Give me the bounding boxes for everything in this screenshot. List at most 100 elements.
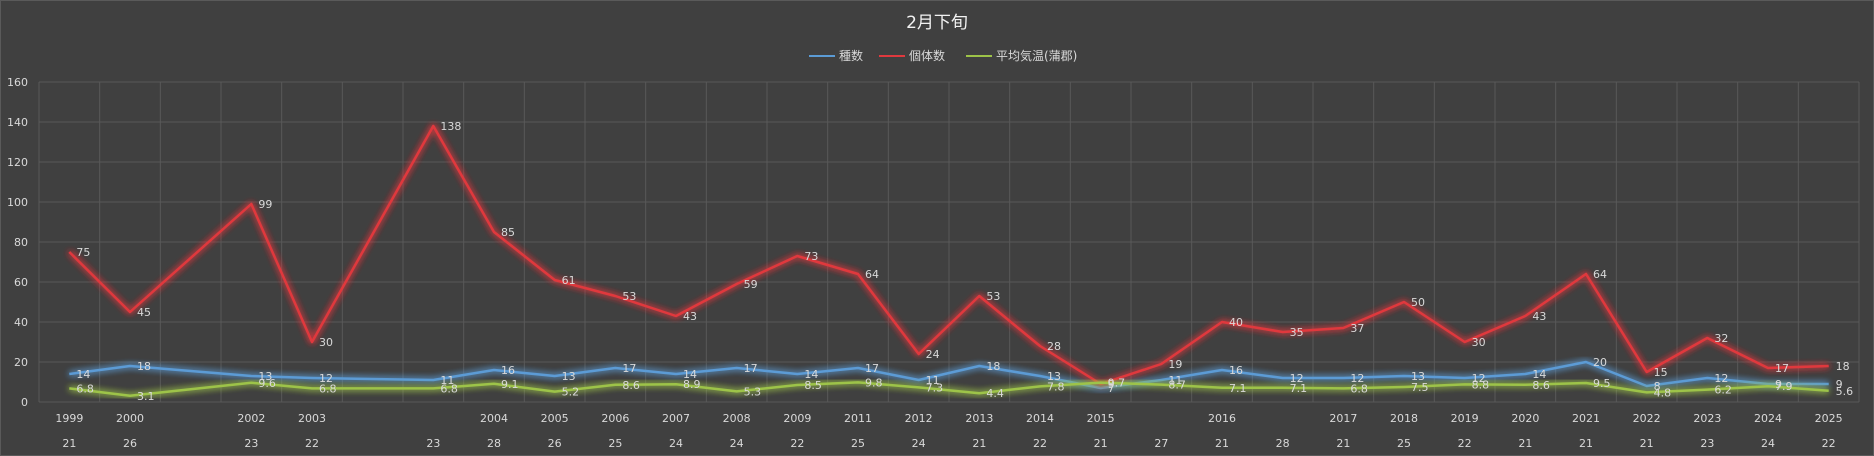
data-label-series-3: 6.8 [440,382,458,395]
x-tick-year: 2002 [237,412,265,425]
y-tick-label: 140 [7,116,28,129]
data-label-series-3: 8.9 [683,378,701,391]
x-tick-day: 23 [426,437,440,450]
x-tick-day: 21 [1518,437,1532,450]
data-label-series-2: 53 [986,290,1000,303]
data-label-series-3: 5.2 [562,386,580,399]
data-label-series-1: 17 [744,362,758,375]
data-label-series-3: 9.5 [1593,377,1611,390]
x-tick-day: 28 [1276,437,1290,450]
x-tick-day: 21 [1215,437,1229,450]
x-tick-year: 2013 [965,412,993,425]
data-label-series-1: 16 [501,364,515,377]
data-label-series-1: 14 [76,368,90,381]
data-label-series-2: 64 [1593,268,1607,281]
data-label-series-2: 138 [440,120,461,133]
y-tick-label: 40 [14,316,28,329]
data-label-series-2: 9 [1108,378,1115,391]
data-label-series-3: 8.6 [1532,379,1550,392]
x-tick-year: 2009 [783,412,811,425]
x-tick-day: 22 [1458,437,1472,450]
x-tick-year: 2022 [1633,412,1661,425]
data-label-series-1: 11 [926,374,940,387]
data-label-series-3: 7.9 [1775,380,1793,393]
data-label-series-3: 9.1 [501,378,519,391]
data-label-series-2: 43 [1532,310,1546,323]
data-label-series-1: 7 [1108,382,1115,395]
data-label-series-2: 64 [865,268,879,281]
data-label-series-3: 7.5 [1411,381,1429,394]
data-label-series-3: 4.4 [986,387,1004,400]
data-label-series-3: 5.3 [744,385,762,398]
data-label-series-1: 12 [1472,372,1486,385]
data-label-series-2: 24 [926,348,940,361]
data-label-series-1: 20 [1593,356,1607,369]
x-tick-year: 2012 [905,412,933,425]
x-tick-year: 2015 [1087,412,1115,425]
chart-title: 2月下旬 [906,13,968,33]
data-label-series-3: 3.1 [137,390,155,403]
y-tick-label: 20 [14,356,28,369]
x-tick-day: 26 [123,437,137,450]
data-label-series-2: 32 [1714,332,1728,345]
x-tick-year: 1999 [55,412,83,425]
data-label-series-3: 8.7 [1168,379,1186,392]
x-axis: 1999 21 2000 26 2002 23 2003 22 23 2004 28 2005 26 20… [55,412,1842,450]
data-label-series-2: 18 [1836,360,1850,373]
legend-label: 個体数 [909,48,945,63]
data-label-series-2: 40 [1229,316,1243,329]
data-label-series-2: 43 [683,310,697,323]
data-label-series-2: 99 [258,198,272,211]
data-label-series-2: 61 [562,274,576,287]
data-label-series-1: 12 [1350,372,1364,385]
data-label-series-1: 13 [258,370,272,383]
data-label-series-3: 8.8 [1472,378,1490,391]
data-labels: 14 18 13 12 11 16 13 17 14 17 14 17 11 18 13 7 11 16 12 12 1… [76,120,1853,403]
y-tick-label: 100 [7,196,28,209]
data-label-series-1: 12 [319,372,333,385]
x-tick-year: 2020 [1511,412,1539,425]
y-tick-label: 80 [14,236,28,249]
x-tick-year: 2025 [1815,412,1843,425]
data-label-series-3: 7.1 [1229,382,1247,395]
x-tick-year: 2017 [1329,412,1357,425]
chart-legend: 種数 個体数 平均気温(蒲郡) [809,48,1077,63]
data-label-series-2: 15 [1654,366,1668,379]
x-tick-year: 2008 [723,412,751,425]
x-tick-day: 21 [1094,437,1108,450]
x-tick-day: 26 [548,437,562,450]
x-tick-day: 24 [1761,437,1775,450]
data-label-series-1: 13 [1411,370,1425,383]
data-label-series-1: 13 [1047,370,1061,383]
data-label-series-1: 9 [1775,378,1782,391]
x-tick-day: 23 [244,437,258,450]
data-label-series-3: 8.5 [804,379,822,392]
data-label-series-2: 35 [1290,326,1304,339]
x-tick-day: 21 [972,437,986,450]
data-label-series-2: 17 [1775,362,1789,375]
series-line-1 [69,360,1829,390]
data-label-series-2: 28 [1047,340,1061,353]
x-tick-year: 2024 [1754,412,1782,425]
x-tick-year: 2016 [1208,412,1236,425]
x-tick-year: 2006 [601,412,629,425]
data-label-series-1: 8 [1654,380,1661,393]
x-tick-year: 2000 [116,412,144,425]
x-tick-year: 2014 [1026,412,1054,425]
data-label-series-3: 7.1 [1290,382,1308,395]
x-tick-year: 2005 [541,412,569,425]
data-label-series-1: 18 [986,360,1000,373]
x-tick-day: 24 [730,437,744,450]
data-label-series-1: 9 [1836,378,1843,391]
y-tick-label: 60 [14,276,28,289]
x-tick-day: 21 [1579,437,1593,450]
data-label-series-3: 9.6 [258,377,276,390]
x-tick-day: 23 [1700,437,1714,450]
data-label-series-3: 4.8 [1654,386,1672,399]
x-tick-day: 21 [1640,437,1654,450]
x-tick-year: 2011 [844,412,872,425]
data-label-series-2: 30 [319,336,333,349]
x-tick-day: 28 [487,437,501,450]
x-tick-year: 2007 [662,412,690,425]
